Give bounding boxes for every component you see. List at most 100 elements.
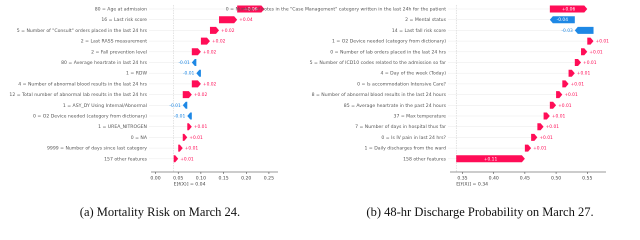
value-label: +0.01 bbox=[583, 60, 597, 66]
value-label: +0.02 bbox=[203, 81, 217, 87]
page: 0.00 0.05 0.10 0.15 0.20 0.25 E[f(X)] = 0.04 15… bbox=[9, 5, 610, 219]
value-label: +0.01 bbox=[539, 135, 553, 141]
x-tick-label: 0.00 bbox=[150, 176, 160, 182]
value-label: -0.03 bbox=[561, 28, 573, 34]
value-label: +0.02 bbox=[212, 39, 226, 45]
x-tick-label: 0.45 bbox=[520, 176, 530, 182]
value-label: +0.01 bbox=[194, 124, 208, 130]
bar bbox=[196, 69, 201, 77]
x-tick-label: 0.35 bbox=[457, 176, 467, 182]
feature-label: 1 = O2 Device needed (category from dict… bbox=[332, 39, 446, 45]
value-label: +0.11 bbox=[484, 156, 498, 162]
bar bbox=[182, 133, 188, 141]
bar bbox=[191, 80, 201, 88]
x-tick-label: 0.50 bbox=[551, 176, 561, 182]
bar bbox=[191, 48, 201, 56]
bar bbox=[191, 59, 197, 66]
value-label: -0.01 bbox=[174, 114, 186, 120]
bar bbox=[456, 155, 525, 163]
value-label: +0.01 bbox=[552, 114, 566, 120]
value-label: +0.01 bbox=[564, 92, 578, 98]
feature-label: 80 = Average heartrate in last 24 hrs bbox=[61, 60, 147, 66]
value-label: -0.04 bbox=[557, 17, 569, 23]
x-tick-label: 0.25 bbox=[264, 176, 274, 182]
value-label: +0.02 bbox=[221, 28, 235, 34]
value-label: +0.01 bbox=[180, 156, 194, 162]
feature-label: 0 = Number of notes in the "Case Managem… bbox=[226, 7, 446, 13]
caption: (a) Mortality Risk on March 24. bbox=[80, 205, 240, 219]
feature-label: 2 = Fall prevention level bbox=[91, 49, 147, 55]
x-tick-label: 0.15 bbox=[218, 176, 228, 182]
x-tick-label: 0.55 bbox=[582, 176, 592, 182]
feature-label: 0 = O2 Device needed (category from dict… bbox=[33, 114, 147, 120]
value-label: +0.06 bbox=[244, 7, 258, 13]
bar bbox=[549, 16, 575, 24]
feature-label: 16 = Last risk score bbox=[101, 17, 147, 23]
value-label: -0.01 bbox=[183, 71, 195, 77]
feature-label: 1 = RDW bbox=[126, 71, 147, 77]
value-label: +0.04 bbox=[239, 17, 253, 23]
feature-label: 85 = Average heartrate in the past 24 ho… bbox=[344, 103, 447, 109]
bar bbox=[173, 155, 179, 163]
bar bbox=[187, 112, 192, 120]
caption: (b) 48-hr Discharge Probability on March… bbox=[366, 205, 593, 219]
bar bbox=[219, 16, 238, 24]
bar bbox=[581, 48, 588, 56]
bar bbox=[587, 37, 594, 45]
bar bbox=[549, 101, 557, 109]
value-label: +0.01 bbox=[596, 39, 610, 45]
value-label: +0.06 bbox=[562, 7, 576, 13]
x-tick-label: 0.10 bbox=[196, 176, 206, 182]
feature-label: 5 = Number of ICD10 codes related to the… bbox=[310, 60, 446, 66]
bar bbox=[574, 26, 594, 34]
feature-label: 0 = Is IV pain in last 24 hrs? bbox=[381, 135, 446, 141]
feature-label: 2 = Mental status bbox=[405, 17, 446, 23]
feature-label: 14 = Last fall risk score bbox=[392, 28, 446, 34]
x-tick-label: 0.20 bbox=[241, 176, 251, 182]
feature-label: 0 = Number of lab orders placed in the l… bbox=[330, 49, 446, 55]
bar bbox=[537, 123, 544, 131]
base-value-label: E[f(X)] = 0.04 bbox=[174, 182, 206, 188]
x-tick-label: 0.05 bbox=[173, 176, 183, 182]
feature-label: 12 = Total number of abnormal lab result… bbox=[9, 92, 147, 98]
bar bbox=[178, 144, 183, 152]
feature-label: 0 = NA bbox=[131, 135, 148, 141]
feature-label: 157 other features bbox=[104, 156, 148, 162]
value-label: +0.01 bbox=[558, 103, 572, 109]
feature-label: 80 = Age at admission bbox=[95, 7, 147, 13]
feature-label: 4 = Number of abnormal blood results in … bbox=[18, 81, 147, 87]
value-label: -0.01 bbox=[178, 60, 190, 66]
bar bbox=[237, 5, 265, 13]
base-value-label: E[f(X)] = 0.34 bbox=[456, 182, 488, 188]
feature-label: 1 = UREA_NITROGEN bbox=[98, 124, 147, 130]
feature-label: 2 = Last RASS measurement bbox=[81, 39, 147, 45]
value-label: +0.02 bbox=[203, 49, 217, 55]
figure: 0.00 0.05 0.10 0.15 0.20 0.25 E[f(X)] = 0.04 15… bbox=[9, 5, 610, 219]
feature-label: 7 = Number of days in hospital thus far bbox=[355, 124, 446, 130]
bar bbox=[549, 5, 588, 13]
feature-label: 37 = Max temperature bbox=[394, 114, 447, 120]
feature-label: 8 = Number of abnormal blood results in … bbox=[312, 92, 447, 98]
feature-label: 158 other features bbox=[403, 156, 447, 162]
feature-label: 4 = Day of the week (Today) bbox=[380, 71, 446, 77]
value-label: +0.01 bbox=[189, 135, 203, 141]
value-label: +0.01 bbox=[577, 71, 591, 77]
value-label: +0.02 bbox=[194, 92, 208, 98]
bar bbox=[182, 101, 188, 109]
bar bbox=[209, 26, 220, 34]
value-label: +0.01 bbox=[546, 124, 560, 130]
bar bbox=[182, 91, 192, 99]
feature-label: 0 = Is accommodation Intensive Care? bbox=[357, 81, 446, 87]
value-label: +0.01 bbox=[571, 81, 585, 87]
x-tick-label: 0.40 bbox=[489, 176, 499, 182]
value-label: +0.01 bbox=[533, 146, 547, 152]
bar bbox=[568, 69, 575, 77]
bar bbox=[574, 59, 582, 66]
feature-label: 5 = Number of "Consult" orders placed in… bbox=[17, 28, 148, 34]
bar bbox=[531, 133, 538, 141]
value-label: +0.01 bbox=[185, 146, 199, 152]
value-label: +0.01 bbox=[589, 49, 603, 55]
feature-label: 1 = Daily discharges from the ward bbox=[365, 146, 447, 152]
bar bbox=[562, 80, 569, 88]
feature-label: 1 = ASY_DY Using Internal/Abnormal bbox=[63, 103, 147, 109]
